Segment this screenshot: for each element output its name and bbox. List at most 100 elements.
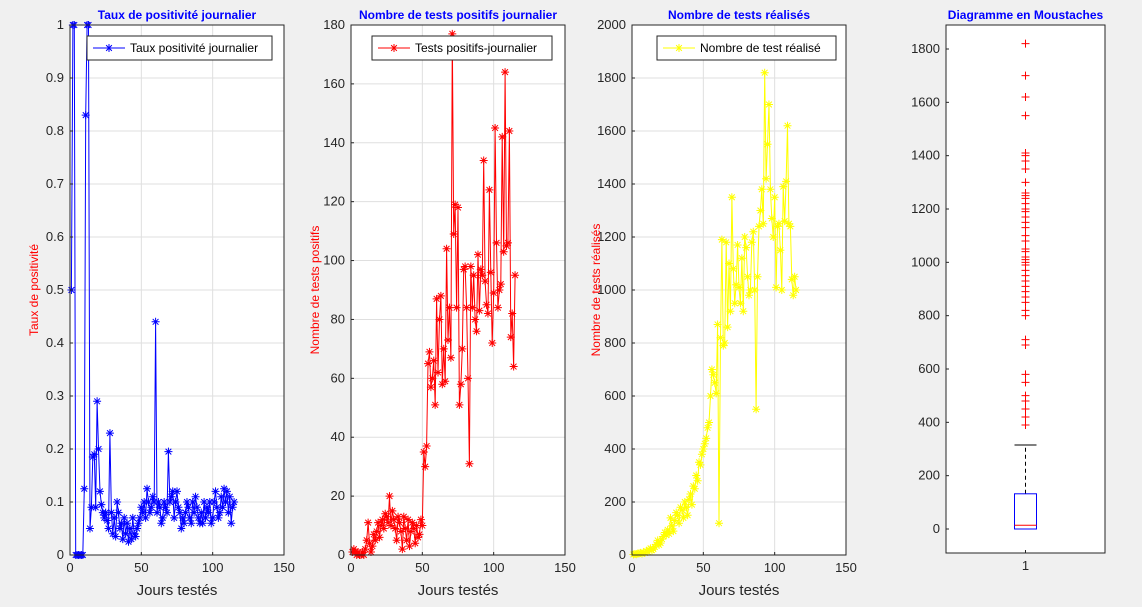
data-point — [391, 524, 400, 533]
data-point — [394, 512, 403, 521]
data-point — [482, 300, 491, 309]
data-point — [135, 513, 144, 522]
data-point — [401, 524, 410, 533]
data-point — [428, 374, 437, 383]
data-point — [424, 359, 433, 368]
data-point — [469, 271, 478, 280]
data-point — [706, 392, 715, 400]
data-point — [434, 368, 443, 377]
data-point — [486, 268, 495, 277]
data-point — [770, 193, 779, 202]
data-point — [762, 174, 771, 183]
data-point — [157, 519, 166, 528]
data-point — [185, 513, 194, 522]
y-tick-label: 800 — [604, 335, 626, 350]
outlier-marker — [1021, 149, 1030, 157]
data-point — [425, 347, 434, 356]
data-point — [411, 539, 420, 548]
data-point — [210, 498, 219, 506]
data-point — [481, 277, 490, 286]
data-point — [736, 299, 745, 308]
data-point — [493, 303, 502, 312]
data-point — [472, 327, 481, 336]
data-point — [675, 519, 684, 528]
outlier-marker — [1021, 165, 1030, 173]
data-point — [743, 272, 752, 281]
data-point — [190, 508, 199, 517]
x-axis-label: Jours testés — [137, 582, 218, 599]
data-point — [792, 286, 801, 294]
data-point — [221, 498, 230, 506]
data-point — [167, 492, 176, 501]
data-point — [113, 498, 122, 506]
data-point — [478, 271, 487, 280]
data-point — [205, 498, 214, 506]
legend: Taux positivité journalier — [86, 35, 273, 61]
data-point — [772, 283, 781, 292]
data-point — [465, 459, 474, 468]
outlier-marker — [1021, 405, 1030, 413]
data-point — [150, 498, 159, 506]
series-1 — [629, 68, 801, 559]
data-point — [441, 377, 450, 386]
data-point — [91, 503, 100, 512]
data-point — [444, 336, 453, 345]
data-point — [215, 508, 224, 517]
data-point — [461, 262, 470, 271]
data-point — [225, 492, 234, 501]
data-point — [442, 244, 451, 253]
outlier-marker — [1021, 413, 1030, 421]
y-tick-label: 2000 — [597, 17, 626, 32]
x-tick-label: 100 — [483, 560, 505, 575]
data-point — [752, 405, 761, 414]
data-point — [767, 214, 776, 223]
data-point — [505, 127, 514, 135]
x-tick-label: 150 — [554, 560, 576, 575]
data-point — [511, 271, 520, 280]
data-point — [110, 513, 119, 522]
data-point — [224, 508, 233, 517]
data-point — [115, 524, 124, 533]
data-point — [123, 519, 132, 528]
chart-2: 0 50 100 150 0 20 40 60 80 100 120 140 160 180 Nombre … — [308, 8, 576, 599]
data-point — [180, 519, 189, 528]
y-tick-label: 1200 — [911, 201, 940, 216]
data-point — [673, 511, 682, 520]
data-point — [368, 542, 377, 551]
y-tick-label: 400 — [604, 441, 626, 456]
data-point — [766, 185, 775, 194]
data-point — [369, 530, 378, 539]
data-point — [429, 356, 438, 365]
data-point — [85, 524, 94, 533]
data-point — [151, 317, 160, 326]
data-point — [650, 543, 659, 552]
data-point — [143, 484, 152, 493]
data-point — [114, 508, 123, 517]
data-point — [385, 492, 394, 501]
y-tick-label: 40 — [331, 429, 345, 444]
x-tick-label: 1 — [1022, 558, 1029, 573]
y-tick-label: 1600 — [911, 94, 940, 109]
data-point — [445, 303, 454, 312]
data-point — [436, 291, 445, 300]
data-point — [729, 264, 738, 273]
data-point — [222, 487, 231, 496]
data-point — [354, 548, 363, 557]
y-tick-label: 0.4 — [46, 335, 64, 350]
data-point — [111, 532, 120, 541]
data-point — [757, 185, 766, 194]
data-point — [749, 227, 758, 236]
data-point — [378, 515, 387, 524]
data-point — [717, 235, 726, 244]
y-tick-label: 1800 — [911, 41, 940, 56]
data-point — [774, 219, 783, 228]
data-point — [409, 524, 418, 533]
y-tick-label: 0.3 — [46, 388, 64, 403]
legend-label: Taux positivité journalier — [130, 41, 258, 55]
data-point — [364, 518, 373, 527]
data-point — [95, 487, 104, 496]
data-point — [160, 498, 169, 506]
data-point — [93, 397, 102, 406]
data-point — [763, 140, 772, 149]
data-point — [737, 254, 746, 263]
